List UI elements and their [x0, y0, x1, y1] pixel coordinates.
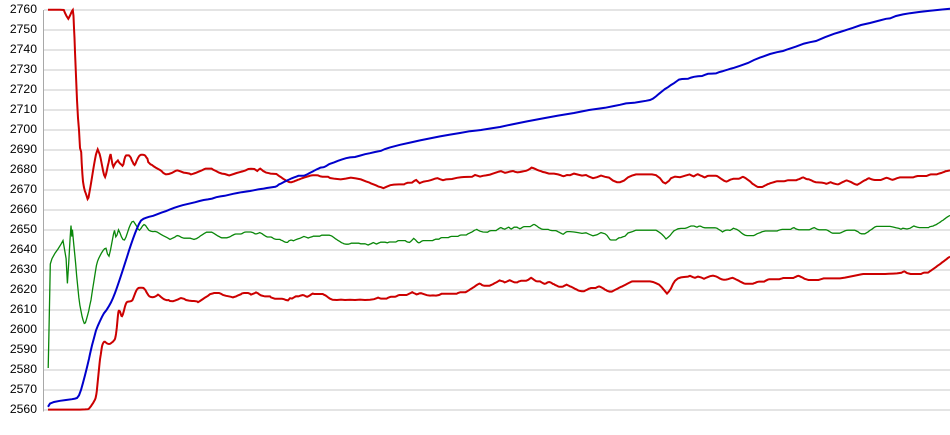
svg-text:2560: 2560	[10, 402, 37, 416]
svg-text:2570: 2570	[10, 382, 37, 396]
svg-text:2690: 2690	[10, 142, 37, 156]
svg-text:2750: 2750	[10, 22, 37, 36]
svg-text:2760: 2760	[10, 2, 37, 16]
svg-text:2640: 2640	[10, 242, 37, 256]
svg-text:2650: 2650	[10, 222, 37, 236]
svg-text:2610: 2610	[10, 302, 37, 316]
svg-text:2630: 2630	[10, 262, 37, 276]
svg-text:2580: 2580	[10, 362, 37, 376]
svg-text:2710: 2710	[10, 102, 37, 116]
svg-text:2720: 2720	[10, 82, 37, 96]
svg-text:2740: 2740	[10, 42, 37, 56]
svg-text:2700: 2700	[10, 122, 37, 136]
svg-text:2620: 2620	[10, 282, 37, 296]
svg-text:2590: 2590	[10, 342, 37, 356]
svg-text:2600: 2600	[10, 322, 37, 336]
svg-text:2670: 2670	[10, 182, 37, 196]
svg-text:2660: 2660	[10, 202, 37, 216]
svg-text:2730: 2730	[10, 62, 37, 76]
svg-text:2680: 2680	[10, 162, 37, 176]
